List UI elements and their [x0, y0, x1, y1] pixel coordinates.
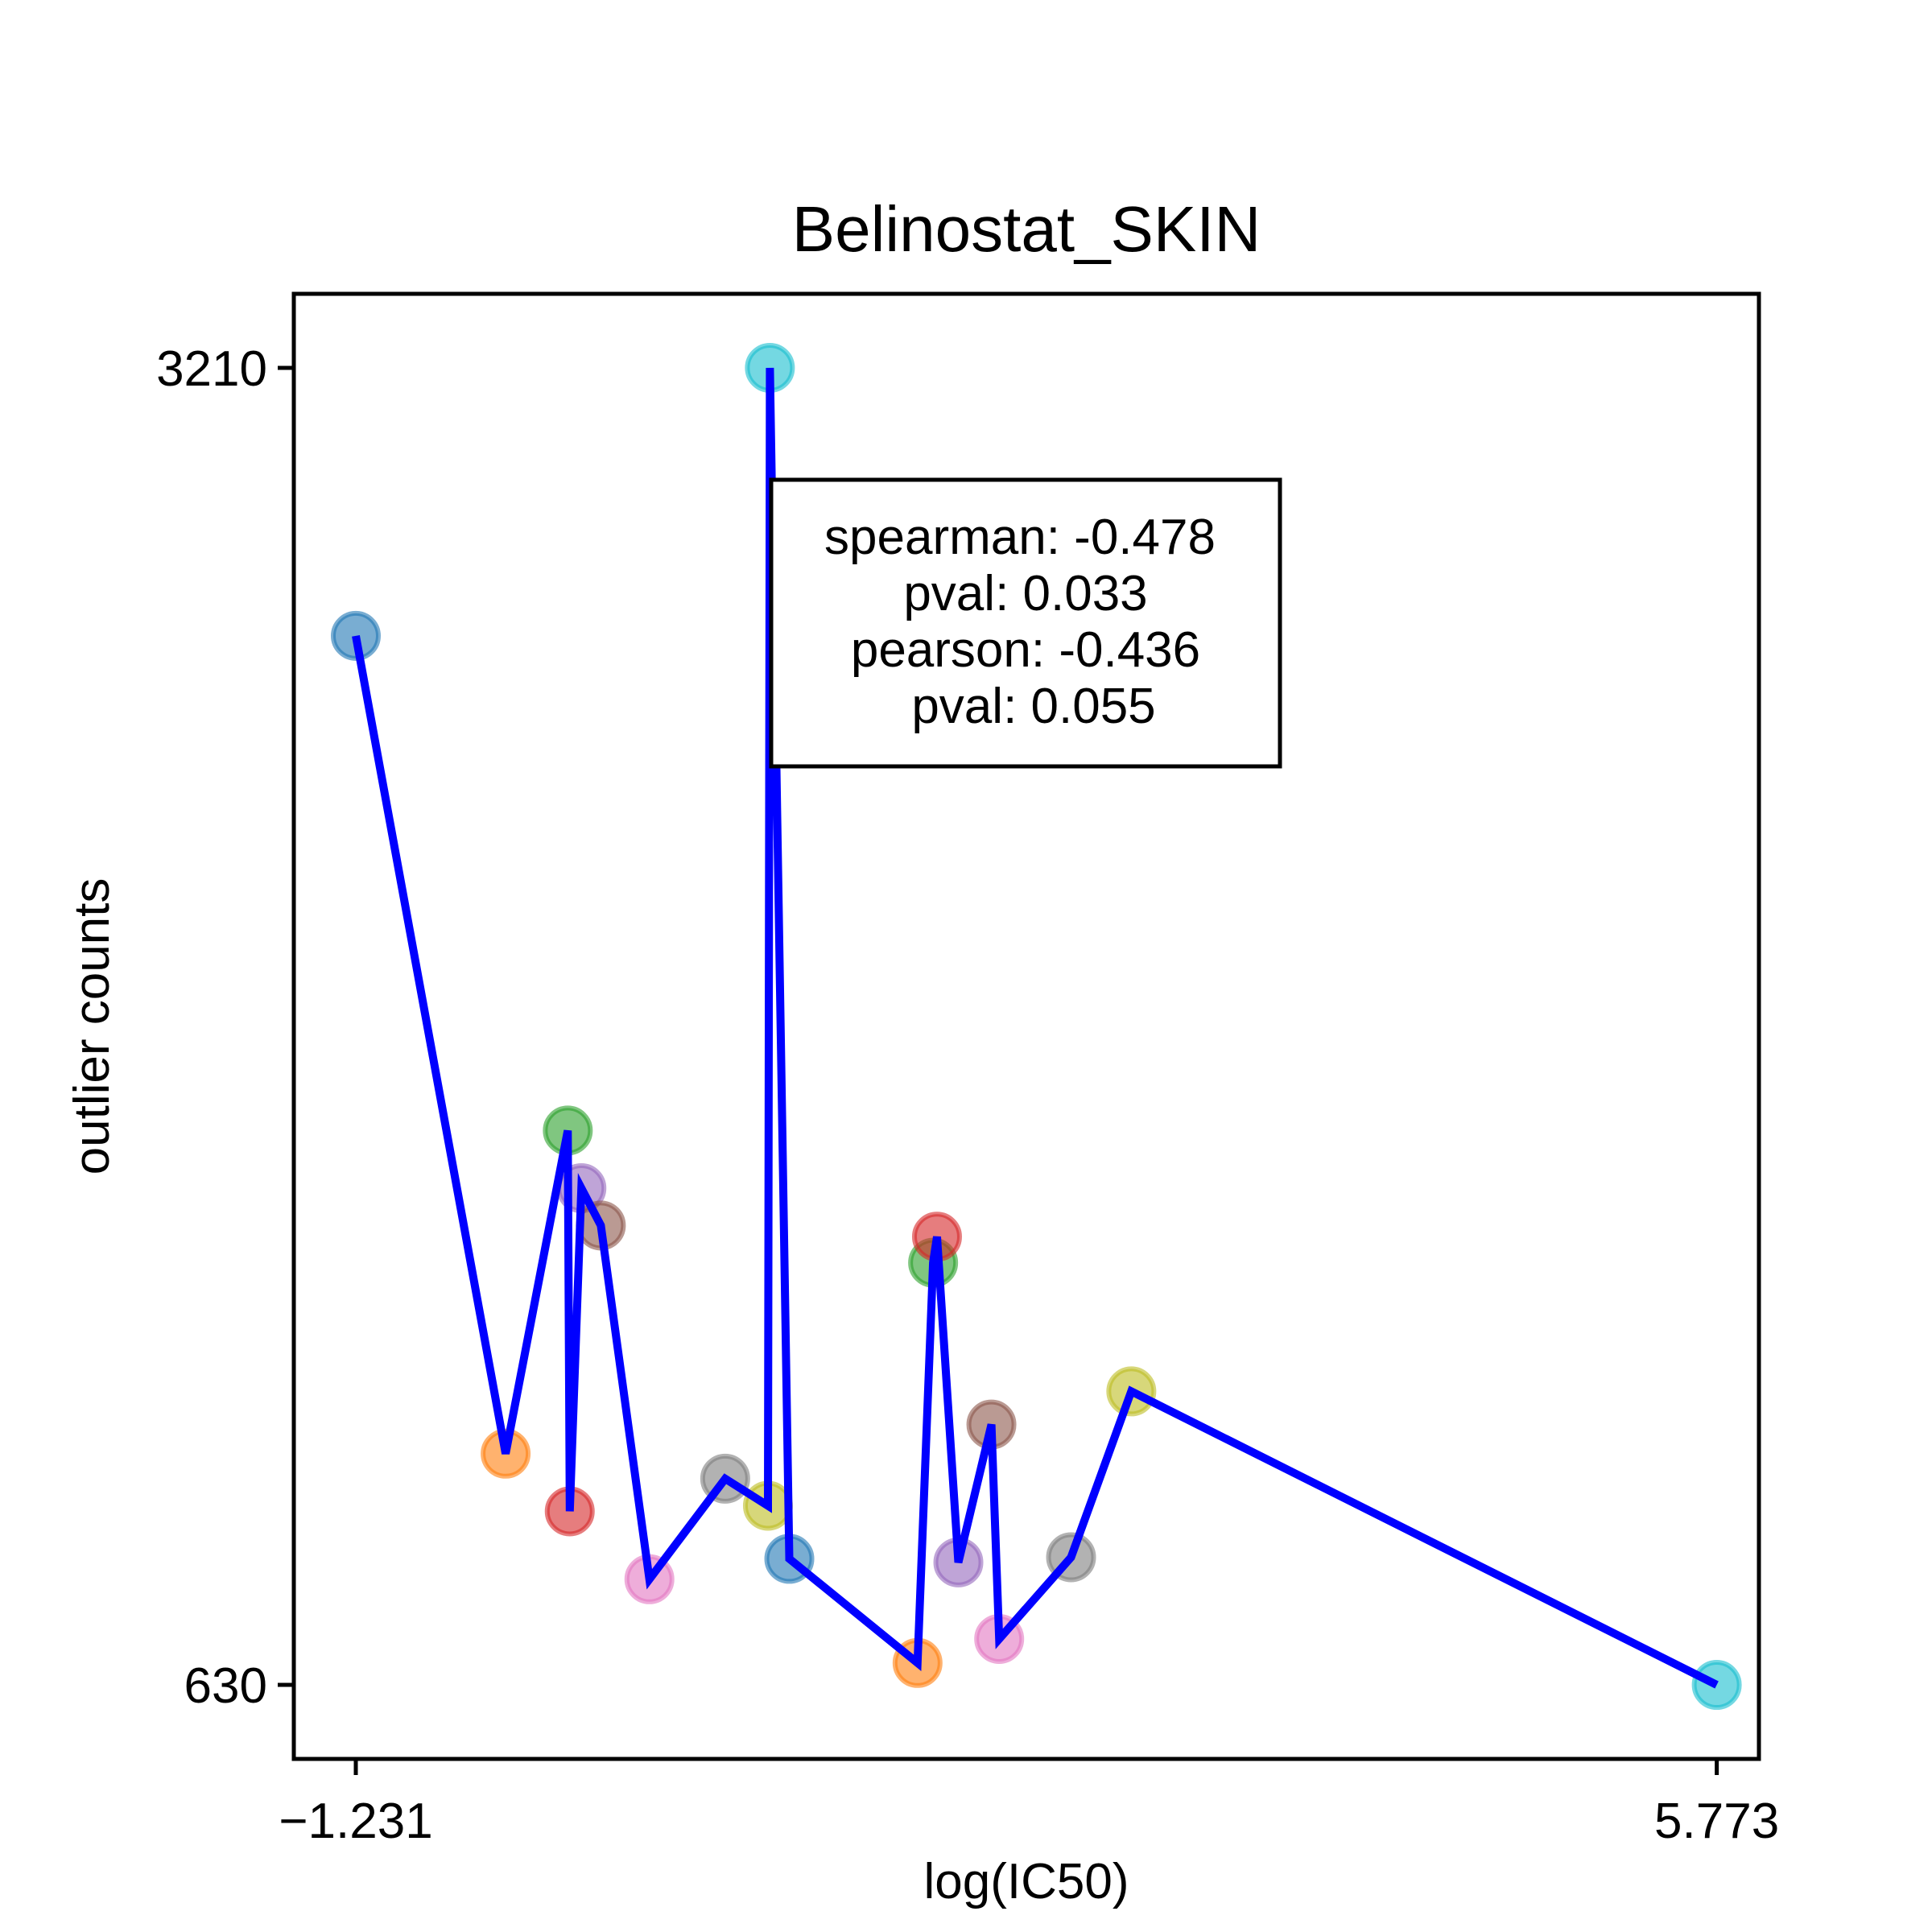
data-point-20 [1691, 1660, 1742, 1711]
stats-pearson-pval: pval: 0.055 [911, 679, 1155, 734]
stats-pearson: pearson: -0.436 [851, 622, 1200, 678]
plot-frame [291, 291, 1761, 1761]
x-tick-label-2: 5.773 [1654, 1794, 1779, 1849]
stats-spearman-pval: pval: 0.033 [903, 566, 1147, 621]
stats-annotation-box: spearman: -0.478 pval: 0.033 pearson: -0… [769, 477, 1282, 769]
y-tick-label-2: 3210 [156, 341, 267, 397]
y-axis-label: outlier counts [64, 878, 120, 1175]
chart-title: Belinostat_SKIN [792, 193, 1261, 265]
x-tick-label-1: −1.231 [279, 1794, 432, 1849]
stats-spearman: spearman: -0.478 [824, 510, 1216, 565]
data-point-1 [331, 610, 381, 661]
y-tick-label-1: 630 [184, 1658, 267, 1714]
series-line [352, 367, 1719, 1689]
x-axis-label: log(IC50) [924, 1854, 1129, 1909]
